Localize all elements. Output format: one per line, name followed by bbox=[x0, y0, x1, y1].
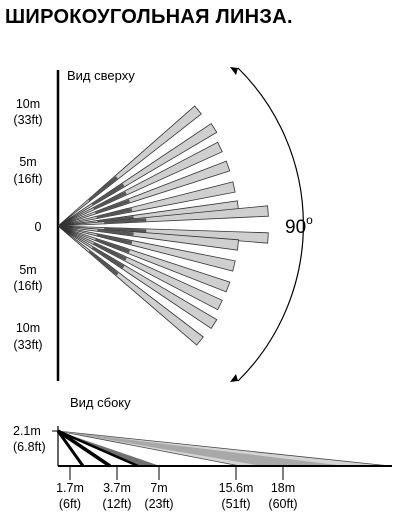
side-beam-7m bbox=[57, 429, 139, 468]
scale-label-16ft-top: (16ft) bbox=[13, 172, 42, 186]
scale-label-10m-top: 10m bbox=[16, 97, 40, 111]
side-view: Вид сбоку 2.1m (6.8ft) 1.7m (6ft) 3.7m (… bbox=[13, 395, 392, 511]
distance-label-6ft: (6ft) bbox=[59, 497, 81, 511]
distance-label-12ft: (12ft) bbox=[102, 497, 131, 511]
side-beam-far-shade bbox=[58, 431, 345, 466]
distance-label-18m: 18m bbox=[271, 481, 295, 495]
scale-label-5m-bottom: 5m bbox=[19, 263, 36, 277]
distance-label-7m: 7m bbox=[150, 481, 167, 495]
scale-label-33ft-top: (33ft) bbox=[13, 113, 42, 127]
detection-beam-band-13 bbox=[91, 246, 125, 269]
distance-ticks bbox=[69, 466, 284, 480]
distance-label-156m: 15.6m bbox=[219, 481, 254, 495]
detection-beam-band-2 bbox=[91, 183, 125, 206]
top-view: Вид сверху 90o 10m (33ft) 5m (16ft) 0 5m… bbox=[13, 67, 313, 382]
side-beam-mid bbox=[58, 431, 160, 466]
distance-label-23ft: (23ft) bbox=[144, 497, 173, 511]
arc-arrow-top bbox=[230, 67, 238, 75]
detection-beam-band-3 bbox=[92, 191, 127, 210]
detection-beams bbox=[57, 105, 269, 346]
distance-label-37m: 3.7m bbox=[103, 481, 131, 495]
detection-beam-band-7 bbox=[104, 218, 147, 225]
side-view-label: Вид сбоку bbox=[70, 395, 131, 410]
detection-beam-band-6 bbox=[97, 216, 134, 224]
distance-label-51ft: (51ft) bbox=[221, 497, 250, 511]
side-beam-37m bbox=[57, 429, 111, 468]
height-label-m: 2.1m bbox=[13, 424, 41, 438]
side-beam-17m bbox=[56, 430, 85, 467]
distance-label-60ft: (60ft) bbox=[268, 497, 297, 511]
scale-label-16ft-bottom: (16ft) bbox=[13, 279, 42, 293]
scale-label-5m-top: 5m bbox=[19, 155, 36, 169]
distance-label-17m: 1.7m bbox=[56, 481, 84, 495]
scale-label-zero: 0 bbox=[35, 220, 42, 234]
side-beams bbox=[56, 429, 391, 468]
detection-beam-band-14 bbox=[88, 250, 119, 276]
top-view-scale: 10m (33ft) 5m (16ft) 0 5m (16ft) 10m (33… bbox=[13, 97, 42, 352]
scale-label-10m-bottom: 10m bbox=[16, 321, 40, 335]
detection-beam-band-10 bbox=[96, 233, 133, 245]
diagram-title: ШИРОКОУГОЛЬНАЯ ЛИНЗА. bbox=[5, 6, 293, 28]
scale-label-33ft-bottom: (33ft) bbox=[13, 338, 42, 352]
detection-beam-band-5 bbox=[96, 208, 133, 219]
detection-beam-band-12 bbox=[92, 242, 127, 261]
height-label-ft: (6.8ft) bbox=[13, 440, 46, 454]
angle-label: 90o bbox=[285, 213, 313, 238]
detection-beam-band-9 bbox=[97, 228, 134, 236]
detection-beam-band-11 bbox=[94, 237, 130, 254]
detection-beam-band-8 bbox=[104, 227, 147, 233]
top-view-label: Вид сверху bbox=[67, 68, 135, 83]
detection-beam-band-4 bbox=[94, 199, 130, 215]
angle-arc bbox=[237, 67, 304, 382]
arc-arrow-bottom bbox=[230, 374, 238, 382]
detection-beam-band-1 bbox=[87, 176, 118, 202]
